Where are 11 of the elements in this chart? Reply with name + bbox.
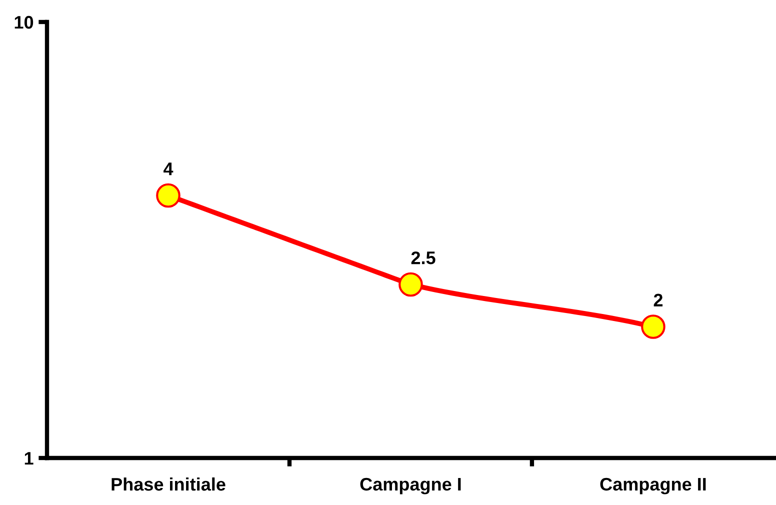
y-tick-label: 1 [24,452,34,465]
x-tick-label: Phase initiale [112,477,226,491]
data-label: 4 [163,162,174,176]
point [398,272,423,297]
point [641,314,666,339]
y-tick-label: 10 [14,16,34,29]
data-label: 2.5 [411,251,436,264]
data-label: 2 [654,294,663,306]
point [156,183,180,208]
x-tick-label: Campagne II [600,478,706,494]
x-tick-label: Campagne I [360,478,461,494]
